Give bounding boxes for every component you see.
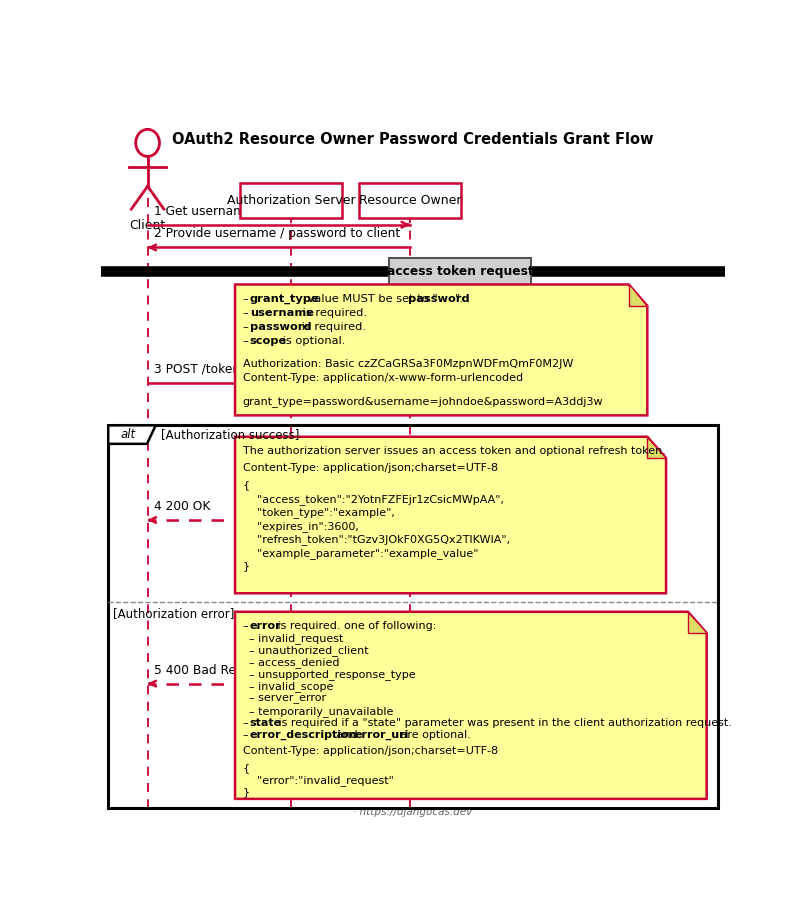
Text: username: username xyxy=(250,308,314,318)
Text: – server_error: – server_error xyxy=(249,694,326,703)
Text: {: { xyxy=(243,480,250,490)
Text: OAuth2 Resource Owner Password Credentials Grant Flow: OAuth2 Resource Owner Password Credentia… xyxy=(172,132,654,147)
Text: 4 200 OK: 4 200 OK xyxy=(154,500,210,513)
Text: is optional.: is optional. xyxy=(279,336,345,346)
Text: 3 POST /token: 3 POST /token xyxy=(154,362,240,375)
Text: Authorization: Basic czZCaGRSa3F0MzpnWDFmQmF0M2JW: Authorization: Basic czZCaGRSa3F0MzpnWDF… xyxy=(243,359,573,370)
Text: – temporarily_unavailable: – temporarily_unavailable xyxy=(249,706,393,717)
Text: Authorization Server: Authorization Server xyxy=(227,194,355,207)
Text: –: – xyxy=(243,322,252,333)
Text: –: – xyxy=(243,336,252,346)
Text: [Authorization success]: [Authorization success] xyxy=(160,428,299,441)
Text: – unauthorized_client: – unauthorized_client xyxy=(249,645,368,656)
Text: "token_type":"example",: "token_type":"example", xyxy=(243,507,394,518)
Polygon shape xyxy=(629,285,647,306)
Text: value MUST be set to ": value MUST be set to " xyxy=(304,294,438,304)
Text: is required. one of following:: is required. one of following: xyxy=(274,621,437,631)
Text: –: – xyxy=(243,621,251,631)
Text: Client: Client xyxy=(130,219,166,232)
Text: "access_token":"2YotnFZFEjr1zCsicMWpAA",: "access_token":"2YotnFZFEjr1zCsicMWpAA", xyxy=(243,493,504,505)
Text: –: – xyxy=(243,294,252,304)
Text: password: password xyxy=(408,294,469,304)
Text: }: } xyxy=(243,561,250,571)
Text: Resource Owner: Resource Owner xyxy=(359,194,461,207)
Polygon shape xyxy=(647,437,666,458)
FancyBboxPatch shape xyxy=(388,258,531,285)
Text: error: error xyxy=(250,621,281,631)
Text: error_description: error_description xyxy=(250,730,357,740)
Bar xyxy=(108,425,718,808)
Text: 1 Get username / password: 1 Get username / password xyxy=(154,204,322,217)
Polygon shape xyxy=(108,425,156,444)
Text: "example_parameter":"example_value": "example_parameter":"example_value" xyxy=(243,548,478,559)
Text: – unsupported_response_type: – unsupported_response_type xyxy=(249,669,415,680)
Text: error_uri: error_uri xyxy=(355,730,409,740)
Polygon shape xyxy=(235,437,666,593)
Text: – invalid_request: – invalid_request xyxy=(249,633,343,644)
Text: scope: scope xyxy=(250,336,287,346)
Polygon shape xyxy=(688,612,707,633)
Text: }: } xyxy=(243,787,250,796)
Text: [Authorization error]: [Authorization error] xyxy=(113,607,235,620)
Text: Content-Type: application/x-www-form-urlencoded: Content-Type: application/x-www-form-url… xyxy=(243,373,522,383)
Text: Content-Type: application/json;charset=UTF-8: Content-Type: application/json;charset=U… xyxy=(243,463,497,473)
Text: "expires_in":3600,: "expires_in":3600, xyxy=(243,521,359,531)
Text: 2 Provide username / password to client: 2 Provide username / password to client xyxy=(154,227,400,240)
Text: is required.: is required. xyxy=(299,308,368,318)
Text: grant_type=password&username=johndoe&password=A3ddj3w: grant_type=password&username=johndoe&pas… xyxy=(243,396,603,407)
Text: 5 400 Bad Request: 5 400 Bad Request xyxy=(154,663,270,676)
Text: and: and xyxy=(333,730,361,740)
Text: password: password xyxy=(250,322,311,333)
Text: "error":"invalid_request": "error":"invalid_request" xyxy=(243,774,393,785)
FancyBboxPatch shape xyxy=(240,183,343,218)
Text: – access_denied: – access_denied xyxy=(249,657,339,668)
Text: –: – xyxy=(243,730,251,740)
Polygon shape xyxy=(235,285,647,416)
Text: is required if a "state" parameter was present in the client authorization reque: is required if a "state" parameter was p… xyxy=(275,718,731,728)
Polygon shape xyxy=(235,612,707,799)
Text: ".: ". xyxy=(455,294,464,304)
Text: – invalid_scope: – invalid_scope xyxy=(249,682,333,692)
Text: –: – xyxy=(243,308,252,318)
Text: {: { xyxy=(243,762,250,772)
Text: is required.: is required. xyxy=(297,322,366,333)
Text: alt: alt xyxy=(120,428,135,441)
FancyBboxPatch shape xyxy=(359,183,461,218)
Text: Content-Type: application/json;charset=UTF-8: Content-Type: application/json;charset=U… xyxy=(243,747,497,756)
Text: –: – xyxy=(243,718,251,728)
Text: The authorization server issues an access token and optional refresh token.: The authorization server issues an acces… xyxy=(243,446,666,456)
Text: grant_type: grant_type xyxy=(250,294,319,304)
Text: access token request: access token request xyxy=(387,265,534,278)
Text: are optional.: are optional. xyxy=(397,730,471,740)
Text: "refresh_token":"tGzv3JOkF0XG5Qx2TlKWIA",: "refresh_token":"tGzv3JOkF0XG5Qx2TlKWIA"… xyxy=(243,534,509,545)
Text: · https://djangocas.dev: · https://djangocas.dev xyxy=(354,807,472,817)
Text: state: state xyxy=(250,718,282,728)
